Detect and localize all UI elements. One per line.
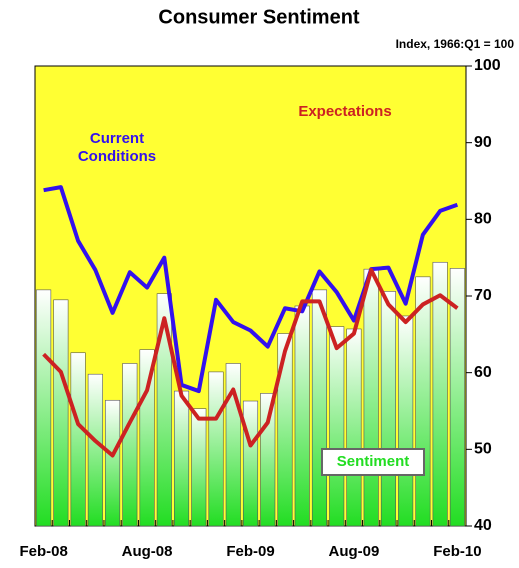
x-tick-label: Feb-09	[226, 543, 274, 560]
y-tick-label: 80	[474, 211, 492, 228]
bar	[260, 393, 276, 527]
bar	[346, 328, 362, 527]
chart-title: Consumer Sentiment	[158, 6, 359, 28]
x-tick-label: Aug-08	[122, 543, 173, 560]
bar	[36, 289, 52, 527]
y-tick-label: 100	[474, 57, 501, 74]
y-tick-label: 50	[474, 441, 492, 458]
series-label: Expectations	[298, 103, 392, 120]
y-tick-label: 90	[474, 134, 492, 151]
bar	[156, 293, 172, 527]
bar	[208, 371, 224, 527]
bar	[380, 291, 396, 527]
bar	[242, 400, 259, 527]
legend-box: Sentiment	[321, 448, 425, 476]
x-tick-label: Feb-08	[19, 543, 67, 560]
bar	[449, 268, 465, 527]
x-tick-label: Aug-09	[329, 543, 380, 560]
y-tick-label: 60	[474, 364, 492, 381]
bar	[105, 399, 121, 527]
chart-subtitle: Index, 1966:Q1 = 100	[396, 37, 515, 51]
bar	[432, 261, 448, 527]
y-tick-label: 70	[474, 287, 492, 304]
bar	[173, 390, 190, 527]
line	[43, 185, 459, 394]
bar	[70, 352, 86, 527]
bar	[363, 268, 379, 527]
series-label: Current Conditions	[77, 130, 157, 165]
bar	[53, 299, 69, 527]
x-tick-label: Feb-10	[433, 543, 481, 560]
bar	[191, 408, 207, 527]
bar	[415, 276, 431, 527]
bar	[398, 315, 414, 527]
bar	[294, 305, 310, 527]
y-tick-label: 40	[474, 517, 492, 534]
line	[42, 267, 459, 458]
bar	[277, 333, 293, 527]
bar	[87, 373, 103, 527]
bar	[329, 326, 345, 527]
bar	[122, 363, 138, 527]
bar	[311, 289, 328, 527]
